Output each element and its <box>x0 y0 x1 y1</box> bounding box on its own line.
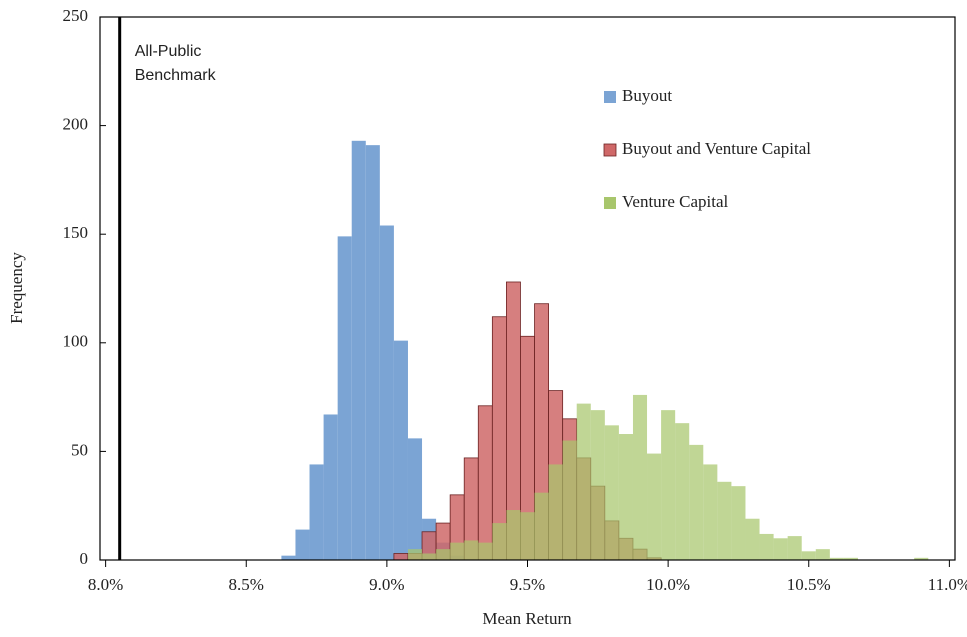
bar <box>492 523 507 560</box>
x-tick-label: 10.5% <box>787 575 831 594</box>
bar <box>534 492 549 560</box>
legend-swatch <box>604 91 616 103</box>
bar <box>407 438 423 560</box>
bar <box>365 145 380 560</box>
legend-label: Venture Capital <box>622 192 728 211</box>
series-bars <box>407 394 929 560</box>
legend-label: Buyout <box>622 86 672 105</box>
x-tick-label: 8.5% <box>229 575 264 594</box>
annotation-text: Benchmark <box>135 67 217 84</box>
series-bars <box>281 140 465 560</box>
y-axis-label: Frequency <box>7 252 26 324</box>
bar <box>506 510 521 560</box>
y-tick-label: 150 <box>63 223 89 242</box>
bar <box>787 536 802 560</box>
bar <box>393 340 408 560</box>
y-tick-label: 0 <box>80 549 89 568</box>
legend-swatch <box>603 143 617 157</box>
bar <box>604 425 619 560</box>
x-tick-label: 11.0% <box>928 575 967 594</box>
bar <box>379 225 394 560</box>
bar <box>689 444 704 560</box>
bar <box>801 551 816 560</box>
bar <box>675 423 690 560</box>
bar <box>731 486 746 560</box>
y-tick-label: 100 <box>63 332 89 351</box>
bar <box>450 542 465 560</box>
bar <box>590 410 605 560</box>
bar <box>829 557 844 560</box>
bar <box>309 464 324 560</box>
x-tick-label: 9.0% <box>369 575 404 594</box>
bar <box>464 540 479 560</box>
y-tick-label: 50 <box>71 440 88 459</box>
y-tick-label: 200 <box>63 115 89 134</box>
bar <box>815 549 830 560</box>
y-tick-label: 250 <box>63 6 89 25</box>
bar <box>661 410 676 560</box>
x-tick-label: 9.5% <box>510 575 545 594</box>
bar <box>478 542 493 560</box>
legend-swatch <box>604 197 616 209</box>
bar <box>295 529 310 560</box>
x-tick-label: 10.0% <box>646 575 690 594</box>
bar <box>422 553 437 560</box>
bar <box>717 481 732 560</box>
bar <box>745 518 760 560</box>
bar <box>407 549 423 560</box>
annotation-text: All-Public <box>135 43 202 60</box>
bar <box>576 403 591 560</box>
bar <box>618 434 633 560</box>
bar <box>759 533 774 560</box>
bar <box>477 405 493 561</box>
bar <box>843 557 858 560</box>
bar <box>393 553 409 561</box>
bar <box>548 464 563 560</box>
bar <box>562 440 577 560</box>
x-axis-label: Mean Return <box>482 609 572 628</box>
bar <box>703 464 718 560</box>
bar <box>520 512 535 560</box>
legend-label: Buyout and Venture Capital <box>622 139 811 158</box>
bar <box>436 549 451 560</box>
bar <box>323 414 338 560</box>
bar <box>632 394 648 560</box>
bar <box>914 557 929 560</box>
bar <box>351 140 366 560</box>
bar <box>281 555 296 560</box>
x-tick-label: 8.0% <box>88 575 123 594</box>
bar <box>773 538 788 560</box>
bar <box>647 453 662 560</box>
bar <box>337 236 352 560</box>
